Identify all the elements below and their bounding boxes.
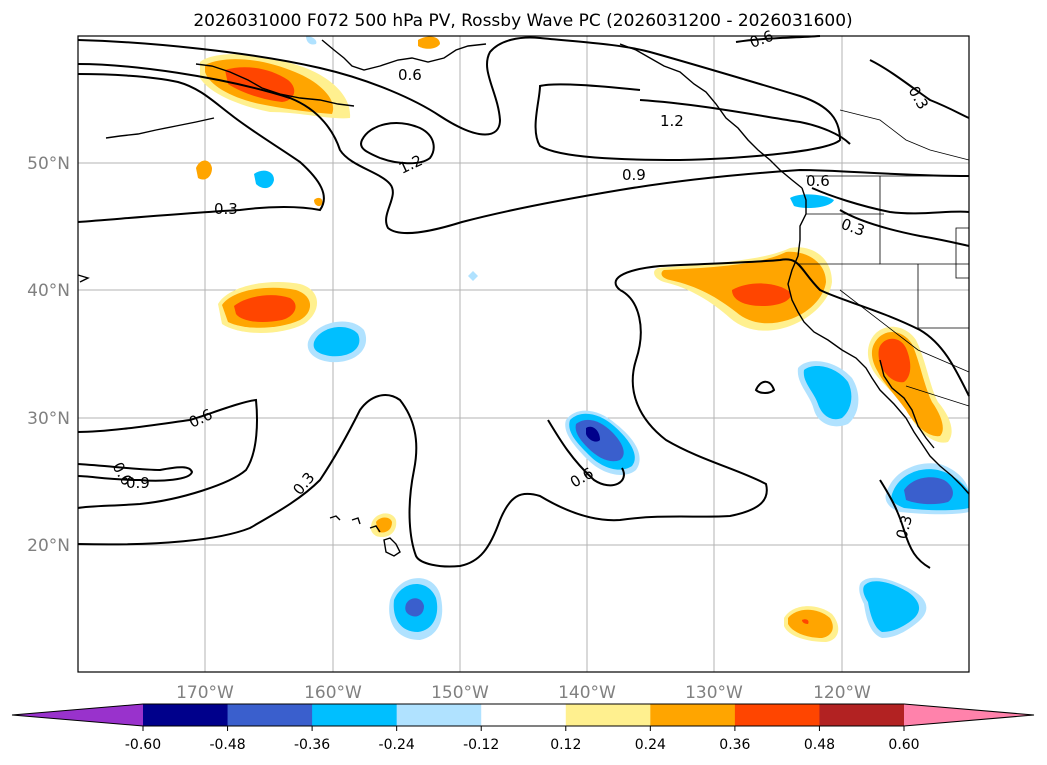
contour-0.3-east-north — [614, 258, 970, 397]
colorbar-bin — [734, 704, 820, 726]
positive-anomaly-35n-117w — [867, 326, 952, 443]
contour-0.3-ne — [869, 59, 970, 119]
negative-anomaly-north-edge — [306, 36, 317, 45]
contour-0.6-pnw — [811, 187, 970, 215]
contour-label: 0.6 — [806, 172, 830, 190]
contour-label: 0.9 — [126, 474, 150, 492]
colorbar-bin — [481, 704, 567, 726]
contour-0.3-central — [77, 289, 768, 568]
map-background — [78, 36, 969, 672]
lon-tick-label: 130°W — [685, 683, 743, 703]
aleutian-islands — [105, 117, 215, 139]
colorbar-tick-label: 0.60 — [888, 737, 919, 753]
contour-0.3-south — [879, 479, 931, 569]
negative-anomaly-47n-125w — [790, 194, 834, 208]
colorbar-bin — [650, 704, 736, 726]
colorbar-bin — [227, 704, 313, 726]
colorbar-tick-label: 0.24 — [635, 737, 666, 753]
contour-label: 0.6 — [398, 66, 422, 84]
colorbar-ticks: -0.60 -0.48 -0.36 -0.24 -0.12 0.12 0.24 0.36 0.4… — [125, 726, 920, 753]
contour-0.3-north — [77, 73, 325, 223]
colorbar-bin — [396, 704, 482, 726]
latitude-labels: 20°N 30°N 40°N 50°N — [27, 154, 70, 556]
figure-title: 2026031000 F072 500 hPa PV, Rossby Wave … — [193, 11, 852, 31]
baja-california-coast — [879, 359, 935, 449]
positive-anomaly-small-50n — [196, 160, 212, 180]
contour-1.2-ring — [360, 122, 435, 165]
lat-tick-label: 50°N — [27, 154, 70, 174]
map-frame — [77, 35, 970, 673]
negative-anomaly-small-48n — [254, 170, 274, 189]
negative-anomaly-tiny-41n — [468, 271, 478, 281]
contour-0.9-west — [77, 463, 194, 482]
negative-anomaly-36n-160w — [307, 321, 367, 363]
lon-tick-label: 120°W — [813, 683, 871, 703]
hawaiian-islands — [329, 515, 401, 557]
negative-anomaly-32n-124w — [797, 361, 859, 427]
lon-tick-label: 160°W — [304, 683, 362, 703]
west-coast — [787, 187, 970, 495]
colorbar-bin — [565, 704, 651, 726]
positive-anomaly-38n-165w — [218, 282, 318, 333]
lon-tick-label: 170°W — [176, 683, 234, 703]
colorbar-tick-label: 0.36 — [719, 737, 750, 753]
border-us-mexico — [905, 385, 970, 407]
positive-anomaly-north-edge — [418, 36, 440, 49]
lat-tick-label: 40°N — [27, 281, 70, 301]
positive-anomaly-14n-123w — [784, 606, 839, 642]
colorbar: -0.60 -0.48 -0.36 -0.24 -0.12 0.12 0.24 0.36 0.4… — [11, 703, 1035, 753]
colorbar-over-triangle — [904, 704, 1034, 726]
border-canada-interior — [839, 109, 970, 161]
contour-1.2-east — [639, 99, 851, 145]
lat-tick-label: 20°N — [27, 536, 70, 556]
contour-label: 0.9 — [622, 166, 646, 184]
coastlines — [77, 39, 970, 557]
contour-0.6-west — [77, 398, 258, 509]
negative-anomaly-27n-140w — [565, 410, 640, 475]
lon-tick-label: 150°W — [431, 683, 489, 703]
rossby-wave-pc-fill — [196, 36, 969, 642]
contour-0.3-pnw — [839, 209, 970, 247]
colorbar-tick-label: -0.24 — [379, 737, 415, 753]
gulf-of-alaska-coast-west — [321, 39, 487, 71]
colorbar-tick-label: -0.48 — [209, 737, 245, 753]
colorbar-bin — [312, 704, 398, 726]
contour-0.9 — [77, 63, 970, 235]
lat-tick-label: 30°N — [27, 409, 70, 429]
panhandle-coast — [619, 43, 803, 189]
colorbar-bins — [143, 704, 905, 726]
positive-anomaly-dot-47n — [314, 197, 323, 207]
negative-anomaly-15n-153w — [389, 578, 443, 640]
contour-small-ring — [754, 380, 776, 394]
longitude-labels: 170°W 160°W 150°W 140°W 130°W 120°W — [176, 683, 871, 703]
map-panel: 0.6 0.6 1.2 1.2 0.9 0.6 0.3 0.3 0.3 0.6 … — [77, 27, 970, 673]
negative-anomaly-25n-115w — [885, 463, 969, 515]
west-edge-coast-fragment — [77, 274, 90, 283]
colorbar-tick-label: -0.12 — [463, 737, 499, 753]
colorbar-bin — [143, 704, 229, 726]
lon-tick-label: 140°W — [558, 683, 616, 703]
colorbar-bin — [819, 704, 905, 726]
contour-label: 1.2 — [660, 112, 684, 130]
contour-label: 0.3 — [214, 200, 238, 218]
colorbar-tick-label: -0.60 — [125, 737, 161, 753]
colorbar-tick-label: -0.36 — [294, 737, 330, 753]
negative-anomaly-15n-116w — [859, 577, 927, 638]
colorbar-tick-label: 0.12 — [550, 737, 581, 753]
colorbar-under-triangle — [12, 704, 143, 726]
alaska-peninsula-coast — [195, 63, 355, 107]
positive-anomaly-21n-157w-core — [376, 517, 392, 533]
contour-label: 0.3 — [892, 513, 916, 541]
pv-contours — [77, 35, 970, 569]
colorbar-tick-label: 0.48 — [804, 737, 835, 753]
contour-0.6-north — [77, 36, 842, 162]
contour-0.6-central — [547, 419, 625, 487]
positive-anomaly-40n-130w — [654, 247, 832, 331]
